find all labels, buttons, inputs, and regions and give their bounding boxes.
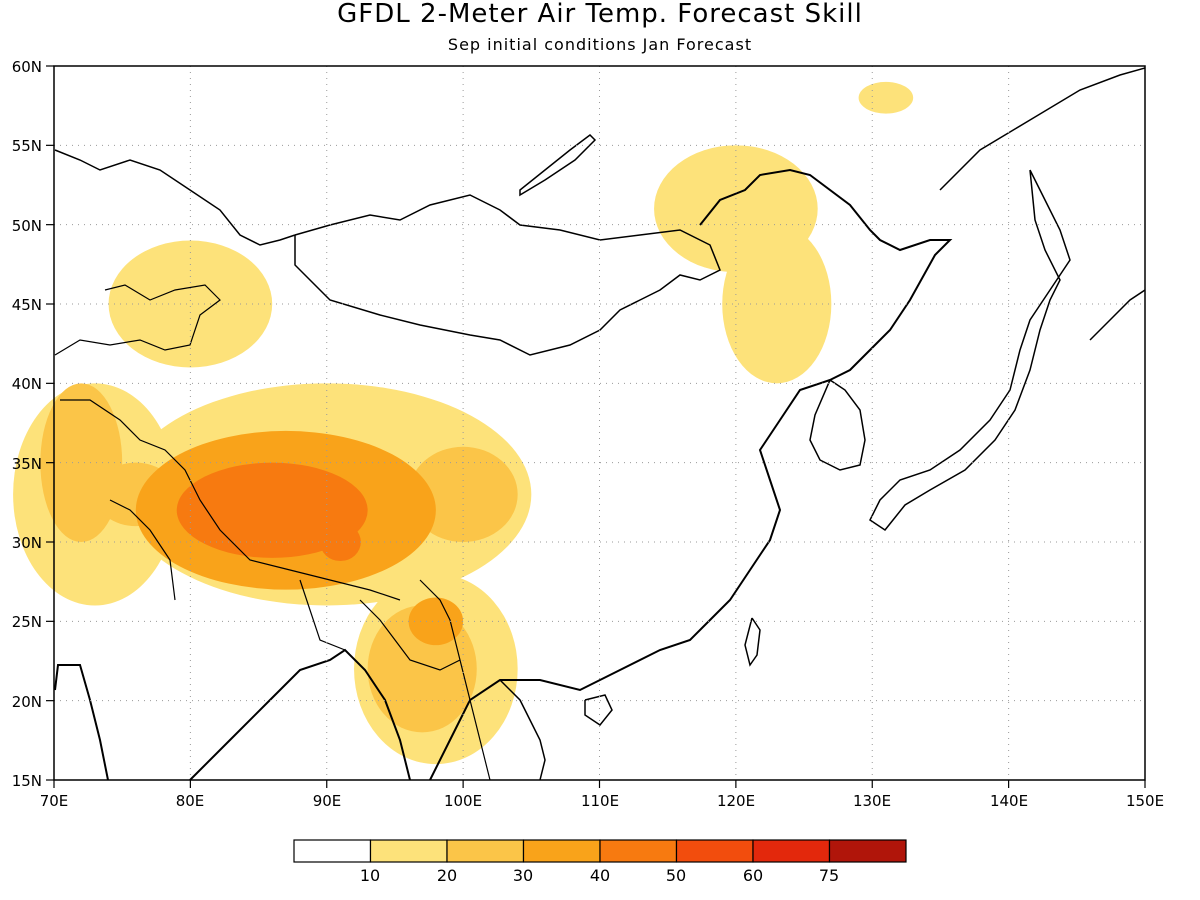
mongolia-border (294, 194, 721, 356)
skill-region (408, 597, 464, 646)
colorbar-swatch (752, 839, 831, 863)
colorbar-label-20: 20 (437, 866, 457, 885)
mainland-coastline (54, 168, 953, 781)
vietnam-coastline (499, 679, 546, 781)
lon-label-140e: 140E (990, 792, 1028, 810)
lat-label-20n: 20N (12, 693, 42, 711)
map-subtitle: Sep initial conditions Jan Forecast (448, 35, 752, 54)
lat-label-35n: 35N (12, 455, 42, 473)
lat-label-25n: 25N (12, 613, 42, 631)
lon-label-110e: 110E (581, 792, 619, 810)
lat-label-15n: 15N (12, 772, 42, 790)
korea-coastline (809, 379, 866, 471)
coastlines (54, 67, 1146, 781)
lon-label-150e: 150E (1126, 792, 1164, 810)
skill-region (108, 240, 273, 368)
south-asia-borders (299, 579, 491, 781)
skill-region (858, 81, 914, 114)
colorbar-labels: 10 20 30 40 50 60 75 (360, 866, 839, 885)
colorbar-swatch (369, 839, 448, 863)
colorbar-label-10: 10 (360, 866, 380, 885)
colorbar-label-60: 60 (743, 866, 763, 885)
colorbar-swatch (446, 839, 525, 863)
colorbar-label-50: 50 (666, 866, 686, 885)
lat-label-50n: 50N (12, 217, 42, 235)
lon-label-130e: 130E (853, 792, 891, 810)
lat-label-60n: 60N (12, 58, 42, 76)
kamchatka-coastline (1089, 289, 1146, 341)
skill-region (408, 446, 518, 542)
colorbar-label-40: 40 (590, 866, 610, 885)
colorbar-swatch (522, 839, 601, 863)
hainan-coastline (584, 694, 613, 727)
colorbar-swatch (675, 839, 754, 863)
colorbar-label-30: 30 (513, 866, 533, 885)
lon-label-70e: 70E (40, 792, 69, 810)
longitude-labels: 70E 80E 90E 100E 110E 120E 130E 140E 150… (40, 792, 1164, 810)
japan-coastline (869, 169, 1071, 532)
lon-label-90e: 90E (313, 792, 342, 810)
map-title: GFDL 2-Meter Air Temp. Forecast Skill (337, 0, 863, 29)
lake-baikal (519, 134, 597, 197)
skill-region (722, 224, 832, 384)
caspian-coastline (54, 149, 296, 246)
colorbar-swatch (828, 839, 907, 863)
colorbar-swatch (599, 839, 678, 863)
colorbar (293, 839, 907, 863)
lat-label-40n: 40N (12, 375, 42, 393)
lon-label-80e: 80E (176, 792, 205, 810)
lat-label-45n: 45N (12, 296, 42, 314)
lon-label-100e: 100E (444, 792, 482, 810)
lon-label-120e: 120E (717, 792, 755, 810)
northeast-coastline (939, 67, 1146, 191)
latitude-labels: 15N 20N 25N 30N 35N 40N 45N 50N 55N 60N (12, 58, 42, 790)
taiwan-coastline (744, 617, 761, 667)
axis-ticks (46, 65, 1146, 788)
colorbar-label-75: 75 (819, 866, 839, 885)
central-asia-borders (54, 284, 401, 601)
skill-region (319, 522, 361, 562)
lat-label-30n: 30N (12, 534, 42, 552)
lat-label-55n: 55N (12, 137, 42, 155)
colorbar-swatch (293, 839, 372, 863)
gridlines (54, 66, 1145, 780)
